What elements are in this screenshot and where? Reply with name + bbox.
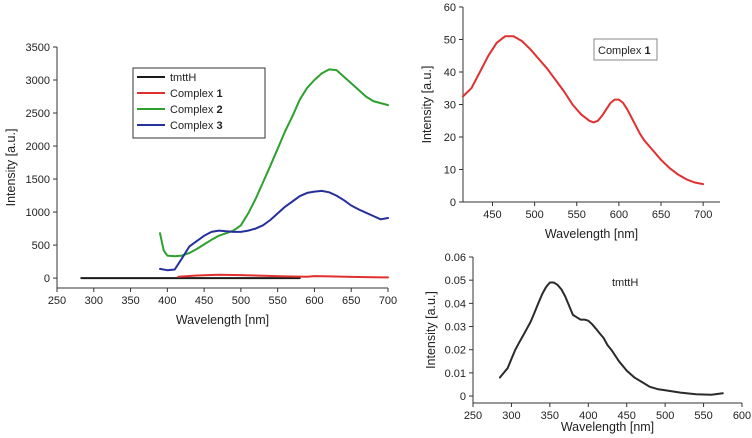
x-tick-label: 650 (342, 295, 360, 307)
y-tick-label: 2000 (26, 141, 50, 153)
legend-entry: Complex 2 (170, 104, 223, 116)
x-tick-label: 700 (379, 295, 397, 307)
x-tick-label: 550 (694, 410, 712, 422)
chart-main: 250 300 350 400 450 500 550 600 650 700 0 500 1000 15… (4, 42, 397, 327)
y-tick-label: 3000 (26, 75, 50, 87)
x-tick-label: 400 (579, 410, 597, 422)
x-tick-label: 500 (232, 295, 250, 307)
y-tick-label: 40 (444, 67, 456, 79)
legend-box (132, 67, 266, 139)
y-tick-label: 500 (32, 240, 50, 252)
y-tick-label: 60 (444, 2, 456, 14)
x-tick-label: 450 (483, 209, 501, 221)
x-tick-label: 450 (618, 410, 636, 422)
x-tick-label: 550 (268, 295, 286, 307)
x-tick-label: 600 (610, 209, 628, 221)
series-line-2 (159, 68, 389, 258)
y-tick-label: 1500 (26, 174, 50, 186)
y-tick-label: 50 (444, 35, 456, 47)
y-tick-label: 1000 (26, 207, 50, 219)
annotation-label: tmttH (612, 277, 638, 289)
x-axis-label: Wavelength [nm] (561, 420, 654, 434)
annotation-label: Complex 1 (598, 45, 651, 57)
x-axis-label: Wavelength [nm] (176, 313, 269, 327)
series-line-1 (177, 273, 389, 279)
series-line-0 (462, 35, 705, 186)
x-tick-label: 600 (305, 295, 323, 307)
x-tick-label: 550 (568, 209, 586, 221)
x-tick-label: 650 (652, 209, 670, 221)
x-tick-label: 250 (48, 295, 66, 307)
y-tick-label: 0.06 (445, 252, 466, 264)
y-tick-label: 30 (444, 100, 456, 112)
series-line-0 (498, 281, 724, 396)
y-tick-label: 20 (444, 132, 456, 144)
y-tick-label: 0 (44, 273, 50, 285)
y-axis-label: Intensity [a.u.] (420, 66, 434, 144)
x-tick-label: 400 (158, 295, 176, 307)
legend-entry: tmttH (170, 72, 196, 84)
x-tick-label: 350 (541, 410, 559, 422)
y-tick-label: 0 (450, 197, 456, 209)
x-tick-label: 350 (121, 295, 139, 307)
chart-tmtth: 250 300 350 400 450 500 550 600 0 0.01 0.02 0.03 0.0… (424, 252, 751, 434)
y-tick-label: 0.01 (445, 368, 466, 380)
chart-complex-1: 450 500 550 600 650 700 0 10 20 30 40 50 60 Wavelengt… (420, 2, 720, 241)
series-line-3 (159, 189, 389, 272)
y-tick-label: 2500 (26, 108, 50, 120)
y-tick-label: 0.03 (445, 322, 466, 334)
x-tick-label: 450 (195, 295, 213, 307)
y-axis-label: Intensity [a.u.] (4, 129, 18, 207)
y-tick-label: 0.02 (445, 345, 466, 357)
x-tick-label: 500 (656, 410, 674, 422)
y-tick-label: 0.04 (445, 298, 466, 310)
x-tick-label: 250 (464, 410, 482, 422)
x-axis-label: Wavelength [nm] (545, 227, 638, 241)
x-tick-label: 300 (85, 295, 103, 307)
legend: tmttH Complex 1 Complex 2 Complex 3 (132, 67, 266, 139)
legend-entry: Complex 3 (170, 120, 223, 132)
x-tick-label: 300 (502, 410, 520, 422)
x-tick-label: 500 (525, 209, 543, 221)
annotation-box (593, 38, 658, 61)
y-tick-label: 0 (460, 391, 466, 403)
y-tick-label: 3500 (26, 42, 50, 54)
y-axis-label: Intensity [a.u.] (424, 291, 438, 369)
legend-entry: Complex 1 (170, 88, 223, 100)
x-tick-label: 600 (733, 410, 751, 422)
y-tick-label: 0.05 (445, 275, 466, 287)
x-tick-label: 700 (694, 209, 712, 221)
y-tick-label: 10 (444, 165, 456, 177)
